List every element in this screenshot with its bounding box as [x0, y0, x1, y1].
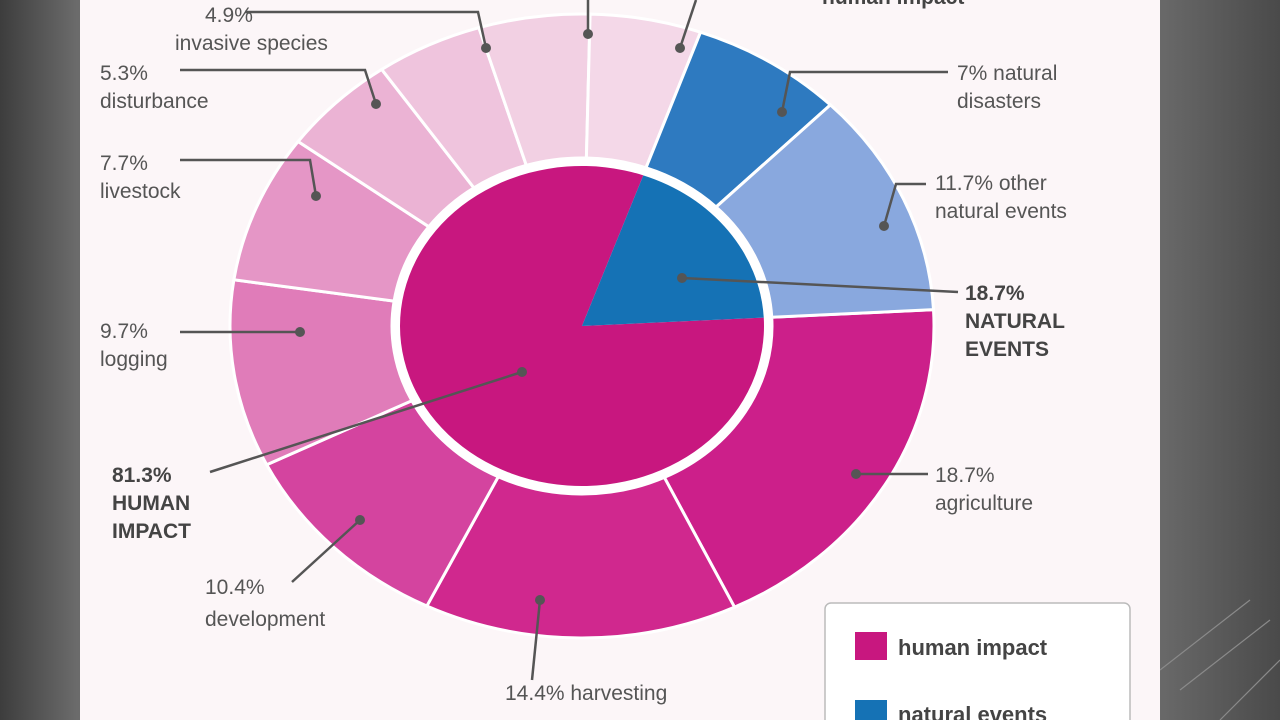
outer-slice-other-natural-events	[713, 102, 936, 319]
label-livestock-name: livestock	[100, 180, 181, 203]
legend-swatch-natural	[855, 700, 887, 720]
leader-dot-top-2	[675, 43, 685, 53]
leader-dot-disturbance	[371, 99, 381, 109]
leader-dot-logging	[295, 327, 305, 337]
leader-disasters	[780, 70, 948, 113]
outer-ring	[228, 12, 936, 640]
label-harvesting: 14.4% harvesting	[505, 682, 667, 705]
label-disturbance-value: 5.3%	[100, 62, 148, 85]
label-invasive-name: invasive species	[175, 32, 328, 55]
label-human-name1: HUMAN	[112, 492, 190, 515]
label-human-name2: IMPACT	[112, 520, 191, 543]
legend-label-natural: natural events	[898, 702, 1047, 720]
label-agriculture-value: 18.7%	[935, 464, 995, 487]
legend: human impact natural events	[824, 602, 1131, 720]
label-development-name: development	[205, 608, 325, 631]
top-cut-label: human impact	[822, 0, 964, 9]
leader-lines	[180, 0, 959, 681]
label-disasters-value: 7% natural	[957, 62, 1057, 85]
legend-box	[824, 602, 1131, 720]
label-natural-name2: EVENTS	[965, 338, 1049, 361]
leader-dot-harvesting	[535, 595, 545, 605]
leader-natural-events	[681, 276, 959, 294]
leader-disturbance	[180, 68, 378, 105]
leader-dot-agriculture	[851, 469, 861, 479]
leader-other-natural	[882, 182, 926, 227]
label-development-value: 10.4%	[205, 576, 265, 599]
label-other-natural-value: 11.7% other	[935, 172, 1047, 195]
leader-dot-top-1	[583, 29, 593, 39]
leader-dot-disasters	[777, 107, 787, 117]
leader-invasive	[245, 10, 488, 49]
decorative-corner-lines	[1160, 599, 1280, 720]
inner-ring	[400, 166, 764, 486]
label-natural-name1: NATURAL	[965, 310, 1065, 333]
label-logging-value: 9.7%	[100, 320, 148, 343]
legend-label-human: human impact	[898, 635, 1048, 660]
leader-human	[209, 370, 523, 474]
leader-dot-livestock	[311, 191, 321, 201]
label-agriculture-name: agriculture	[935, 492, 1033, 515]
leader-dot-invasive	[481, 43, 491, 53]
leader-harvesting	[530, 599, 542, 681]
legend-swatch-human	[855, 632, 887, 660]
leader-dot-development	[355, 515, 365, 525]
leader-development	[291, 519, 361, 583]
leader-dot-natural-events	[677, 273, 687, 283]
label-natural-value: 18.7%	[965, 282, 1025, 305]
leader-top-2	[678, 0, 698, 49]
label-disturbance-name: disturbance	[100, 90, 209, 113]
label-livestock-value: 7.7%	[100, 152, 148, 175]
leader-livestock	[180, 158, 318, 197]
label-logging-name: logging	[100, 348, 168, 371]
label-disasters-name: disasters	[957, 90, 1041, 113]
leader-dot-human	[517, 367, 527, 377]
label-invasive-value: 4.9%	[205, 4, 253, 27]
leader-dot-other-natural	[879, 221, 889, 231]
label-other-natural-name: natural events	[935, 200, 1067, 223]
label-human-value: 81.3%	[112, 464, 172, 487]
inner-slice-natural-events	[582, 175, 764, 326]
